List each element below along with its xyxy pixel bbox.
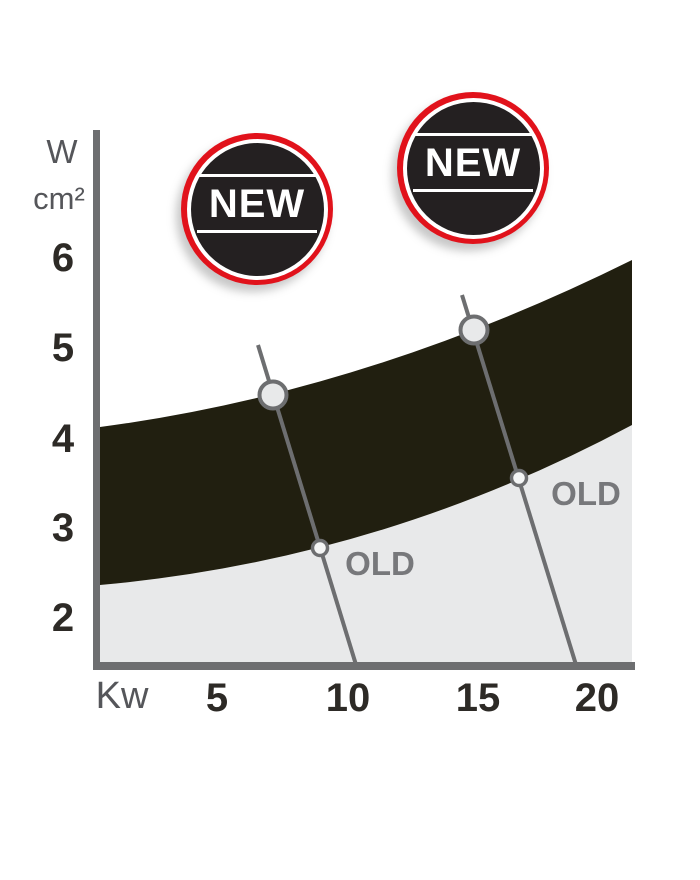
y-tick-2: 2 xyxy=(52,596,74,640)
old-marker-1 xyxy=(310,538,330,558)
new-marker-2 xyxy=(458,314,490,346)
new-badge-2: NEW xyxy=(397,92,549,244)
old-label-1: OLD xyxy=(345,545,415,582)
new-badge-2-label: NEW xyxy=(424,140,522,185)
y-tick-4: 4 xyxy=(52,417,75,461)
new-badge-1-top-rule xyxy=(197,173,317,177)
y-tick-5: 5 xyxy=(52,326,74,370)
x-tick-5: 5 xyxy=(206,676,228,720)
new-badge-1-bottom-rule xyxy=(197,229,317,233)
old-marker-2 xyxy=(509,468,529,488)
new-badge-2-bottom-rule xyxy=(413,188,533,192)
y-axis-unit-denominator: cm² xyxy=(33,181,85,216)
old-label-2: OLD xyxy=(551,475,621,512)
y-axis-unit-numerator: W xyxy=(46,133,78,170)
y-axis-line xyxy=(93,130,100,670)
new-badge-1-label: NEW xyxy=(208,181,306,226)
new-badge-2-content: NEW xyxy=(413,132,533,192)
y-tick-6: 6 xyxy=(52,236,74,280)
x-tick-10: 10 xyxy=(326,676,371,720)
x-axis-line xyxy=(93,662,635,670)
new-badge-1-white-ring: NEW xyxy=(186,138,328,280)
y-tick-3: 3 xyxy=(52,506,74,550)
new-badge-2-white-ring: NEW xyxy=(402,97,544,239)
new-badge-1: NEW xyxy=(181,133,333,285)
x-tick-20: 20 xyxy=(575,676,620,720)
new-band-area xyxy=(100,260,632,585)
new-marker-1 xyxy=(257,379,289,411)
x-axis-unit: Kw xyxy=(96,675,149,717)
new-badge-1-content: NEW xyxy=(197,173,317,233)
new-badge-2-top-rule xyxy=(413,132,533,136)
new-badge-1-dark-circle: NEW xyxy=(190,142,324,276)
x-tick-15: 15 xyxy=(456,676,501,720)
old-band-area xyxy=(100,425,632,663)
new-badge-2-dark-circle: NEW xyxy=(406,101,540,235)
